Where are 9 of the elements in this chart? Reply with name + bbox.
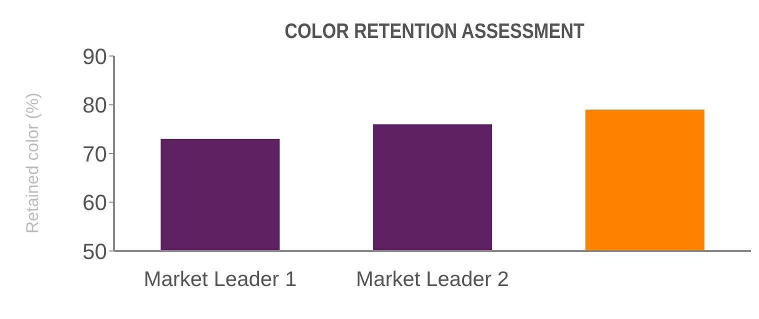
y-tick-label: 80 bbox=[82, 92, 107, 118]
x-tick-label: Market Leader 2 bbox=[356, 268, 509, 291]
chart-title: COLOR RETENTION ASSESSMENT bbox=[284, 20, 586, 44]
y-tick-label: 60 bbox=[82, 190, 107, 216]
y-tick-label: 70 bbox=[82, 141, 107, 166]
y-tick-label: 90 bbox=[82, 44, 107, 69]
y-tick-label: 50 bbox=[82, 238, 107, 264]
y-axis-title: Retained color (%) bbox=[23, 92, 42, 234]
x-tick-label: Market Leader 1 bbox=[144, 268, 297, 291]
